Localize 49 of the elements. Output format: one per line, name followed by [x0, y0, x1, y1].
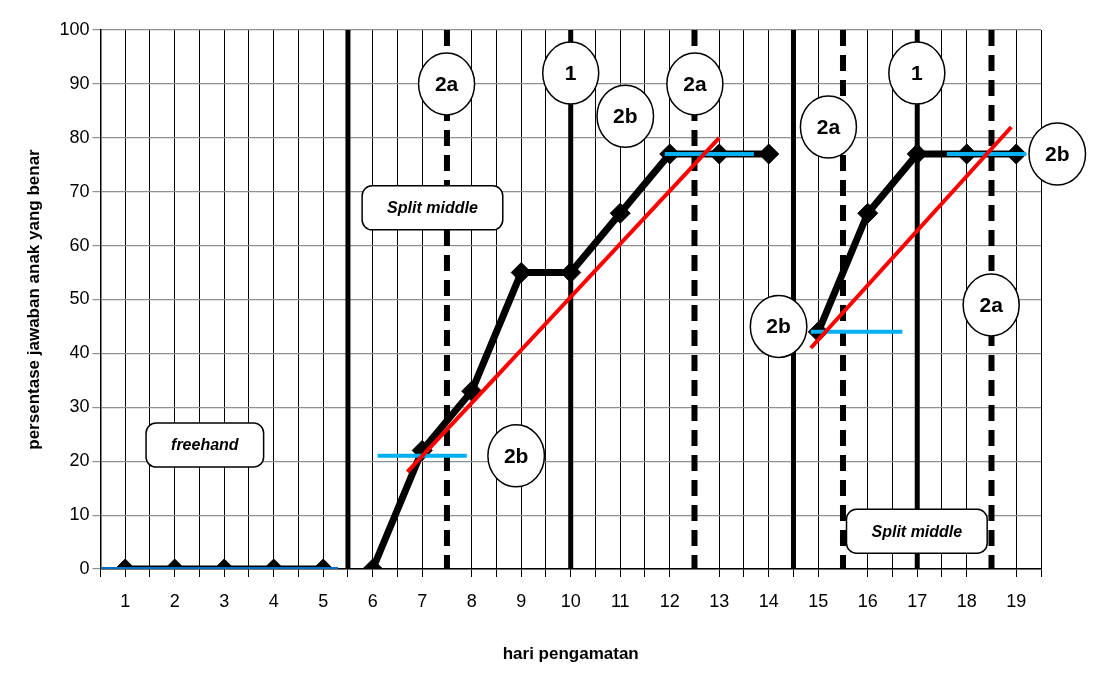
- point: [906, 143, 928, 165]
- annotation: 2b: [766, 314, 791, 338]
- x-axis-title: hari pengamatan: [502, 644, 639, 664]
- x-tick-label: 16: [857, 590, 878, 611]
- y-axis-title: persentase jawaban anak yang benar: [23, 148, 43, 450]
- y-tick-label: 80: [69, 126, 90, 147]
- y-tick-label: 10: [69, 504, 90, 525]
- y-tick-label: 70: [69, 180, 90, 201]
- point: [758, 143, 780, 165]
- point: [609, 202, 631, 224]
- x-tick-label: 3: [219, 590, 230, 611]
- x-tick-label: 10: [560, 590, 581, 611]
- x-tick-label: 18: [956, 590, 977, 611]
- x-tick-label: 1: [120, 590, 131, 611]
- y-tick-label: 20: [69, 450, 90, 471]
- y-tick-label: 0: [79, 557, 90, 578]
- x-tick-label: 9: [516, 590, 527, 611]
- x-tick-label: 11: [610, 590, 630, 611]
- annotation: 2a: [434, 71, 459, 95]
- x-tick-label: 17: [907, 590, 928, 611]
- y-tick-label: 30: [69, 396, 90, 417]
- x-tick-label: 7: [417, 590, 428, 611]
- y-tick-label: 40: [69, 342, 90, 363]
- x-tick-label: 2: [169, 590, 180, 611]
- annotation: 2a: [816, 114, 841, 138]
- x-tick-label: 5: [318, 590, 329, 611]
- x-tick-label: 14: [758, 590, 779, 611]
- annotation: 2b: [503, 443, 529, 467]
- point: [857, 202, 879, 224]
- annotation: 2a: [683, 71, 707, 95]
- y-tick-label: 100: [59, 18, 90, 39]
- annotation: 1: [911, 60, 923, 84]
- x-tick-label: 15: [808, 590, 829, 611]
- x-tick-label: 8: [466, 590, 477, 611]
- annotation: 2a: [979, 292, 1004, 316]
- y-tick-label: 60: [69, 234, 90, 255]
- y-tick-label: 50: [69, 288, 90, 309]
- annotation: freehand: [171, 436, 240, 454]
- x-tick-label: 19: [1006, 590, 1027, 611]
- x-tick-label: 6: [367, 590, 378, 611]
- annotation: Split middle: [387, 199, 478, 217]
- annotation: 1: [564, 60, 577, 84]
- text: 2b: [1045, 141, 1070, 165]
- x-tick-label: 13: [709, 590, 730, 611]
- annotation: Split middle: [871, 522, 963, 540]
- y-tick-label: 90: [69, 72, 90, 93]
- annotation: 2b: [613, 104, 638, 128]
- x-tick-label: 4: [268, 590, 279, 611]
- x-tick-label: 12: [659, 590, 680, 611]
